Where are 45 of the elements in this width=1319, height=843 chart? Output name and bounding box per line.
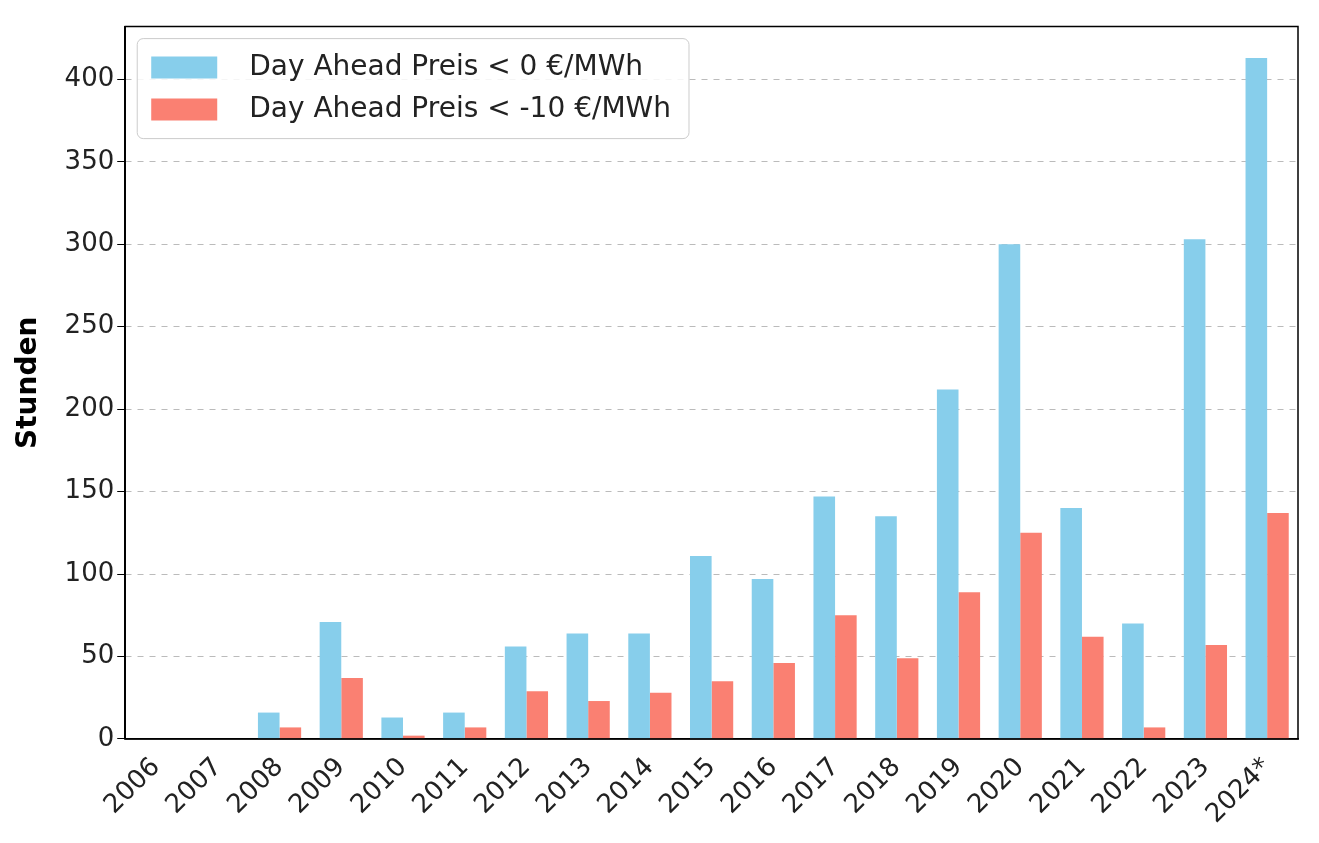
bar bbox=[1267, 513, 1289, 739]
bar bbox=[381, 717, 403, 739]
bar bbox=[341, 677, 363, 739]
bar bbox=[835, 615, 857, 739]
bar bbox=[588, 701, 610, 739]
bar bbox=[649, 692, 672, 739]
bar bbox=[690, 555, 712, 739]
y-axis-title: Stunden bbox=[10, 316, 44, 449]
bar bbox=[813, 496, 836, 739]
bar bbox=[1020, 532, 1042, 739]
y-tick-label: 300 bbox=[64, 227, 115, 258]
legend-label: Day Ahead Preis < 0 €/MWh bbox=[249, 48, 644, 82]
y-tick-label: 400 bbox=[64, 62, 115, 93]
bar bbox=[319, 621, 342, 739]
y-tick-label: 100 bbox=[64, 556, 115, 587]
bar bbox=[1245, 57, 1268, 739]
bar bbox=[1143, 727, 1166, 739]
bar bbox=[936, 389, 959, 739]
bar bbox=[526, 691, 549, 739]
bar bbox=[1183, 239, 1206, 739]
bar bbox=[773, 663, 795, 739]
bar bbox=[279, 727, 302, 739]
y-tick-label: 150 bbox=[64, 474, 115, 505]
bar bbox=[504, 646, 527, 739]
bar bbox=[628, 633, 650, 739]
bar bbox=[751, 579, 774, 739]
bar bbox=[1122, 623, 1144, 739]
bar bbox=[257, 712, 280, 739]
bar bbox=[1060, 508, 1082, 739]
bar bbox=[711, 681, 734, 739]
y-tick-label: 350 bbox=[64, 144, 115, 175]
bar bbox=[566, 633, 589, 739]
bar bbox=[958, 592, 981, 739]
bar bbox=[443, 712, 465, 739]
y-tick-label: 0 bbox=[97, 721, 115, 752]
y-tick-label: 250 bbox=[64, 309, 115, 340]
y-tick-label: 50 bbox=[81, 639, 115, 670]
bar bbox=[875, 516, 897, 739]
bar bbox=[896, 658, 919, 739]
bar bbox=[1081, 636, 1104, 739]
bar bbox=[998, 244, 1021, 739]
bar bbox=[464, 727, 487, 739]
y-tick-label: 200 bbox=[64, 391, 115, 422]
legend-label: Day Ahead Preis < -10 €/MWh bbox=[249, 90, 671, 124]
bar bbox=[1205, 644, 1228, 739]
